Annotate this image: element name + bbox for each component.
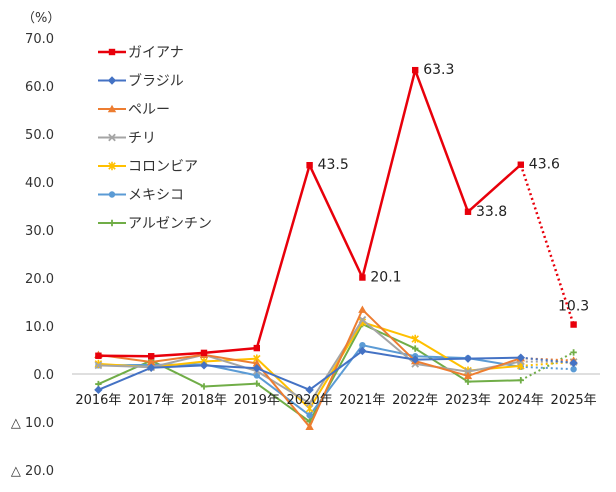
data-point bbox=[570, 321, 576, 327]
series-2 bbox=[94, 347, 578, 394]
legend-item: チリ bbox=[98, 131, 156, 147]
legend-label: コロンビア bbox=[128, 159, 198, 175]
y-tick-label: 20.0 bbox=[25, 272, 54, 287]
series-forecast-line bbox=[521, 352, 574, 380]
series-7 bbox=[95, 321, 577, 425]
x-tick-label: 2021年 bbox=[339, 393, 385, 408]
x-tick-label: 2020年 bbox=[287, 393, 333, 408]
legend-label: ペルー bbox=[128, 102, 170, 118]
y-tick-label: 60.0 bbox=[25, 80, 54, 95]
x-tick-label: 2024年 bbox=[498, 393, 544, 408]
data-point bbox=[201, 350, 207, 356]
x-tick-label: 2023年 bbox=[445, 393, 491, 408]
x-tick-label: 2018年 bbox=[181, 393, 227, 408]
legend-item: ペルー bbox=[98, 102, 170, 118]
data-point bbox=[358, 305, 366, 312]
legend-item: コロンビア bbox=[98, 159, 198, 175]
x-tick-label: 2016年 bbox=[75, 393, 121, 408]
data-label: 43.5 bbox=[318, 157, 349, 173]
legend-item: メキシコ bbox=[98, 188, 184, 204]
data-point bbox=[464, 354, 472, 362]
legend-label: ガイアナ bbox=[128, 45, 184, 61]
y-tick-label: △ 10.0 bbox=[11, 416, 54, 431]
legend-item: ガイアナ bbox=[98, 45, 184, 61]
x-tick-label: 2017年 bbox=[128, 393, 174, 408]
legend-marker bbox=[108, 76, 116, 84]
y-tick-label: 70.0 bbox=[25, 32, 54, 47]
legend-marker bbox=[109, 49, 115, 55]
data-label: 63.3 bbox=[423, 62, 454, 78]
y-tick-label: 50.0 bbox=[25, 128, 54, 143]
data-point bbox=[95, 353, 101, 359]
y-tick-label: △ 20.0 bbox=[11, 464, 54, 479]
data-point bbox=[148, 353, 154, 359]
y-axis-unit-label: （%） bbox=[22, 11, 60, 26]
data-point bbox=[465, 209, 471, 215]
data-label: 33.8 bbox=[476, 204, 507, 220]
data-point bbox=[306, 162, 312, 168]
data-point bbox=[518, 377, 524, 383]
data-point bbox=[412, 67, 418, 73]
data-point bbox=[518, 162, 524, 168]
legend-label: ブラジル bbox=[128, 73, 184, 90]
data-point bbox=[306, 412, 312, 418]
legend-item: ブラジル bbox=[98, 73, 184, 90]
data-point bbox=[254, 345, 260, 351]
y-tick-label: 10.0 bbox=[25, 320, 54, 335]
legend-marker bbox=[109, 220, 115, 226]
series-forecast-line bbox=[521, 367, 574, 369]
data-label: 20.1 bbox=[370, 270, 401, 286]
legend-label: チリ bbox=[128, 131, 156, 147]
x-tick-label: 2022年 bbox=[392, 393, 438, 408]
y-tick-label: 40.0 bbox=[25, 176, 54, 191]
x-tick-label: 2025年 bbox=[551, 393, 597, 408]
legend-marker bbox=[109, 191, 115, 197]
y-tick-label: 0.0 bbox=[33, 368, 54, 383]
data-point bbox=[359, 274, 365, 280]
y-tick-label: 30.0 bbox=[25, 224, 54, 239]
data-point bbox=[201, 383, 207, 389]
legend-item: アルゼンチン bbox=[98, 216, 212, 232]
legend-label: メキシコ bbox=[128, 188, 184, 204]
legend-label: アルゼンチン bbox=[128, 216, 212, 232]
data-label: 43.6 bbox=[529, 157, 560, 173]
x-tick-label: 2019年 bbox=[234, 393, 280, 408]
data-label: 10.3 bbox=[558, 299, 589, 315]
